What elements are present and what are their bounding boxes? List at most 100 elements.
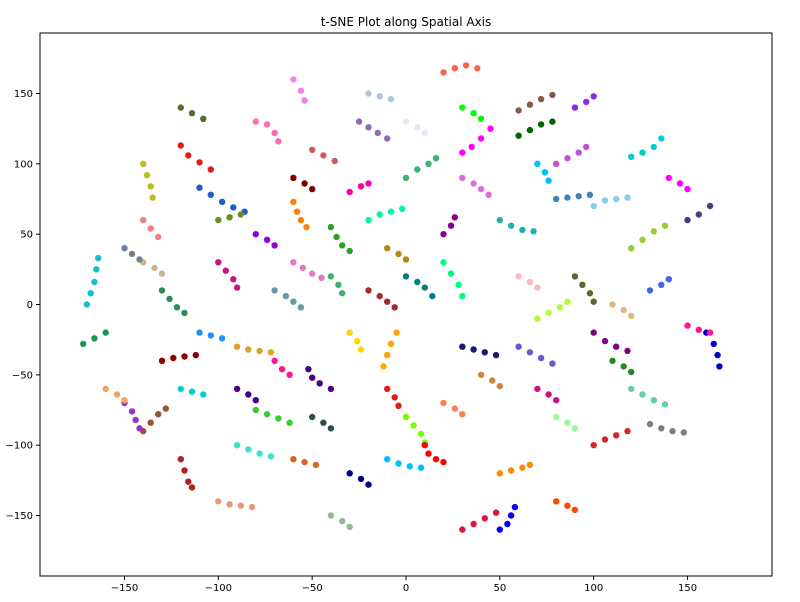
data-point [507,222,515,229]
data-point [327,385,335,393]
data-point [301,97,308,104]
data-point [440,259,447,266]
data-point [564,502,571,509]
data-point [665,174,672,182]
data-point [293,208,301,215]
data-point [290,76,297,83]
data-point [196,184,203,191]
data-point [395,402,402,409]
data-point [80,340,87,348]
data-point [391,304,398,311]
data-point [233,284,241,291]
data-point [451,65,458,72]
data-point [553,413,560,421]
data-point [252,406,259,414]
data-point [384,351,391,359]
data-point [395,460,402,467]
data-point [188,484,196,491]
data-point [571,506,579,514]
data-point [650,143,657,151]
data-point [316,380,323,387]
data-point [128,408,136,415]
data-point [301,458,308,466]
data-point [579,281,586,288]
data-point [151,264,158,272]
data-point [309,270,316,277]
data-point [365,124,372,131]
data-point [575,149,582,156]
data-point [147,419,154,426]
data-point [147,225,154,232]
data-point [455,281,462,288]
data-point [470,520,477,528]
data-point [646,420,654,428]
data-point [226,501,233,508]
data-point [290,174,297,182]
data-point [147,183,154,190]
data-point [477,185,485,193]
data-point [440,399,447,407]
data-point [601,337,609,345]
data-point [526,461,534,469]
data-point [515,273,522,280]
data-point [380,363,387,370]
data-point [95,254,102,262]
data-point [459,292,466,300]
x-tick-label: 100 [584,583,603,594]
data-point [102,329,109,336]
data-point [327,273,335,280]
data-point [590,298,597,305]
data-point [303,223,310,231]
data-point [684,216,691,224]
data-point [181,467,188,474]
data-point [414,166,421,173]
y-tick-label: −150 [6,511,33,522]
data-point [384,245,391,252]
data-point [583,143,590,151]
data-point [432,155,440,162]
data-point [507,512,515,519]
data-point [113,391,121,398]
data-point [519,226,526,234]
data-point [339,517,346,525]
data-point [459,149,466,156]
data-point [534,284,541,291]
data-point [526,101,534,108]
x-tick-label: −100 [205,583,232,594]
data-point [237,211,244,218]
data-point [714,351,721,359]
data-point [414,278,421,286]
data-point [571,273,579,280]
data-point [628,385,635,393]
data-point [207,332,214,339]
data-point [297,87,305,94]
y-tick-label: 150 [14,89,33,100]
data-point [628,153,635,160]
data-point [166,295,173,303]
data-point [477,135,485,142]
data-point [537,95,545,103]
data-point [309,413,316,421]
data-point [545,177,552,184]
data-point [339,242,346,249]
data-point [222,267,229,274]
data-point [459,411,466,418]
data-point [421,442,428,449]
data-point [267,453,275,460]
y-tick-label: 50 [20,230,33,241]
data-point [271,129,278,137]
data-point [534,385,541,393]
data-point [387,208,395,215]
data-point [346,523,353,530]
data-point [185,152,192,159]
data-point [271,287,278,294]
data-point [245,446,252,453]
data-point [609,357,616,364]
data-point [177,456,184,463]
data-point [477,115,485,123]
data-point [470,110,477,117]
chart-title: t-SNE Plot along Spatial Axis [321,15,492,29]
data-point [309,185,316,193]
data-point [387,340,395,348]
